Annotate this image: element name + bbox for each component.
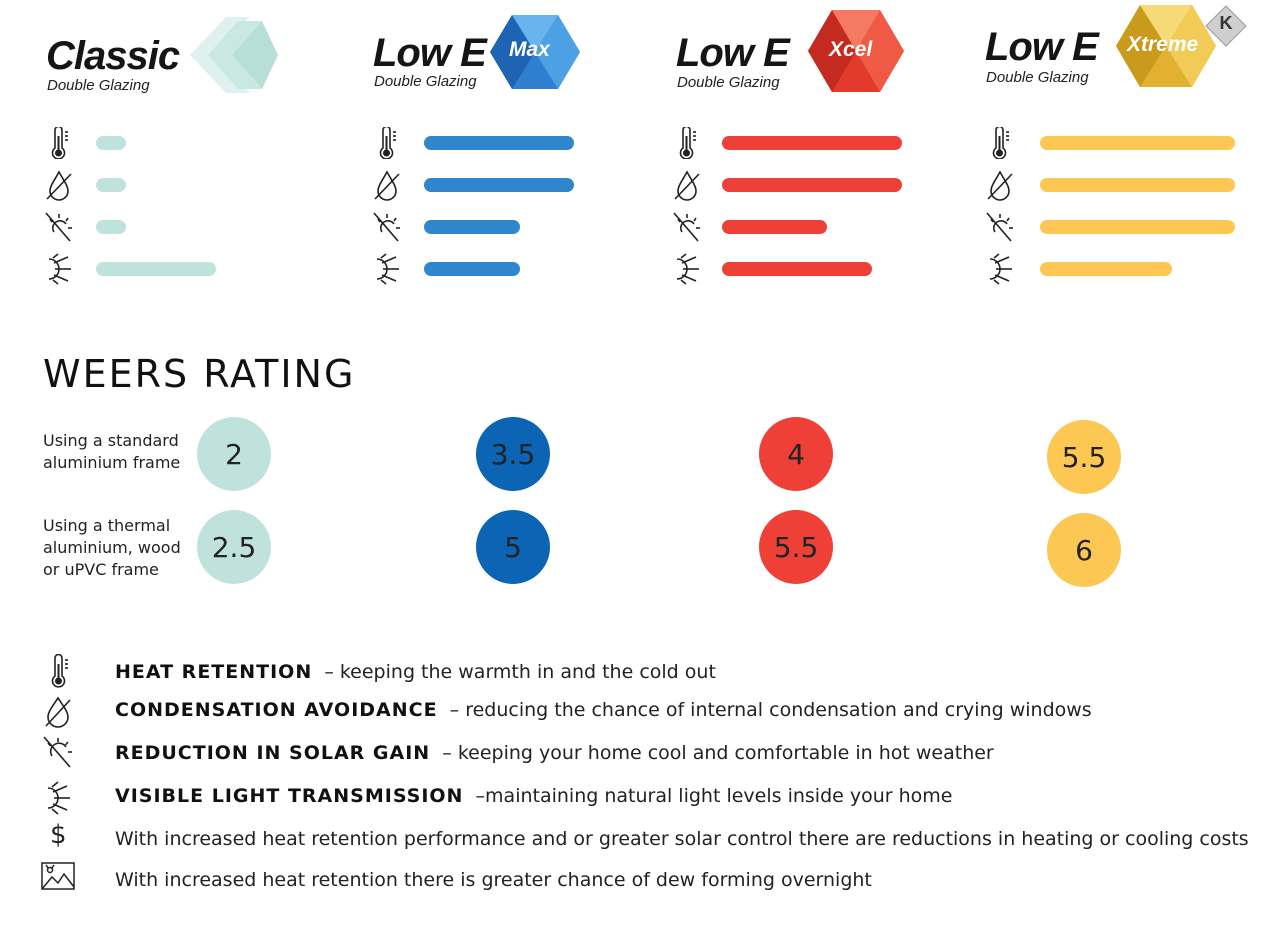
legend-condensation-avoidance: CONDENSATION AVOIDANCE – reducing the ch…: [115, 699, 1092, 721]
frame-label-line: or uPVC frame: [43, 560, 159, 579]
thermometer-icon: [679, 127, 696, 159]
solar-gain-icon: [673, 212, 700, 242]
frame-label-standard: Using a standard aluminium frame: [43, 430, 180, 474]
product-name: Low E: [985, 25, 1099, 69]
performance-bar: [722, 220, 827, 234]
solar-gain-icon: [43, 736, 72, 768]
weers-rating-circle: 2: [197, 417, 271, 491]
dollar-icon: $: [50, 820, 67, 850]
performance-bar: [96, 262, 216, 276]
legend-solar-gain: REDUCTION IN SOLAR GAIN – keeping your h…: [115, 742, 994, 764]
gem-label: Xtreme: [1127, 33, 1199, 56]
gem-icon: [190, 17, 278, 93]
weers-rating-circle: 2.5: [197, 510, 271, 584]
performance-bar: [722, 262, 872, 276]
legend-title: REDUCTION IN SOLAR GAIN: [115, 742, 431, 764]
frame-label-thermal: Using a thermal aluminium, wood or uPVC …: [43, 515, 181, 581]
k-badge-label: K: [1219, 13, 1233, 33]
performance-bar: [722, 136, 902, 150]
light-transmission-icon: [676, 253, 699, 285]
product-name: Low E: [676, 31, 790, 75]
solar-gain-icon: [986, 212, 1013, 242]
gem-icon: [490, 15, 580, 89]
product-subtitle: Double Glazing: [677, 74, 780, 91]
thermometer-icon: [379, 127, 396, 159]
weers-rating-circle: 5.5: [1047, 420, 1121, 494]
condensation-drop-icon: [45, 696, 71, 728]
gem-label: Xcel: [829, 38, 873, 61]
light-transmission-icon: [989, 253, 1012, 285]
weers-rating-circle: 6: [1047, 513, 1121, 587]
frame-label-line: aluminium frame: [43, 453, 181, 472]
condensation-drop-icon: [46, 170, 72, 201]
thermometer-icon: [51, 127, 68, 159]
light-transmission-icon: [48, 253, 71, 285]
performance-bar: [1040, 136, 1235, 150]
gem-icon: [1116, 5, 1216, 87]
product-name: Classic: [46, 34, 180, 78]
product-subtitle: Double Glazing: [374, 73, 477, 90]
legend-light-transmission: VISIBLE LIGHT TRANSMISSION –maintaining …: [115, 785, 953, 807]
condensation-drop-icon: [374, 170, 400, 201]
solar-gain-icon: [45, 212, 72, 242]
performance-bar: [1040, 178, 1235, 192]
product-name: Low E: [373, 31, 487, 75]
legend-heat-retention: HEAT RETENTION – keeping the warmth in a…: [115, 661, 716, 683]
product-subtitle: Double Glazing: [986, 69, 1089, 86]
performance-bar: [722, 178, 902, 192]
legend-desc: – keeping your home cool and comfortable…: [442, 742, 994, 764]
product-subtitle: Double Glazing: [47, 77, 150, 94]
dew-window-icon: [41, 862, 75, 890]
k-badge-icon: [1205, 5, 1247, 47]
weers-title: WEERS RATING: [43, 352, 356, 396]
legend-desc: With increased heat retention performanc…: [115, 828, 1249, 850]
performance-bar: [424, 220, 520, 234]
frame-label-line: Using a standard: [43, 431, 179, 450]
light-transmission-icon: [47, 781, 70, 815]
light-transmission-icon: [376, 253, 399, 285]
performance-bar: [96, 136, 126, 150]
performance-bar: [424, 178, 574, 192]
condensation-drop-icon: [987, 170, 1013, 201]
solar-gain-icon: [373, 212, 400, 242]
legend-desc: With increased heat retention there is g…: [115, 869, 872, 891]
legend-cost-reduction: With increased heat retention performanc…: [115, 828, 1249, 850]
gem-label: Max: [509, 38, 550, 61]
performance-bar: [96, 220, 126, 234]
weers-rating-circle: 5: [476, 510, 550, 584]
frame-label-line: aluminium, wood: [43, 538, 181, 557]
weers-rating-circle: 4: [759, 417, 833, 491]
frame-label-line: Using a thermal: [43, 516, 171, 535]
condensation-drop-icon: [674, 170, 700, 201]
performance-bar: [1040, 262, 1172, 276]
legend-title: CONDENSATION AVOIDANCE: [115, 699, 438, 721]
performance-bar: [424, 262, 520, 276]
legend-desc: – reducing the chance of internal conden…: [449, 699, 1092, 721]
legend-title: HEAT RETENTION: [115, 661, 313, 683]
weers-rating-circle: 3.5: [476, 417, 550, 491]
performance-bar: [1040, 220, 1235, 234]
performance-bar: [96, 178, 126, 192]
legend-desc: – keeping the warmth in and the cold out: [324, 661, 716, 683]
thermometer-icon: [992, 127, 1009, 159]
legend-desc: –maintaining natural light levels inside…: [475, 785, 953, 807]
legend-title: VISIBLE LIGHT TRANSMISSION: [115, 785, 464, 807]
legend-dew-forming: With increased heat retention there is g…: [115, 869, 872, 891]
thermometer-icon: [51, 654, 68, 688]
weers-rating-circle: 5.5: [759, 510, 833, 584]
performance-bar: [424, 136, 574, 150]
gem-icon: [808, 10, 904, 92]
